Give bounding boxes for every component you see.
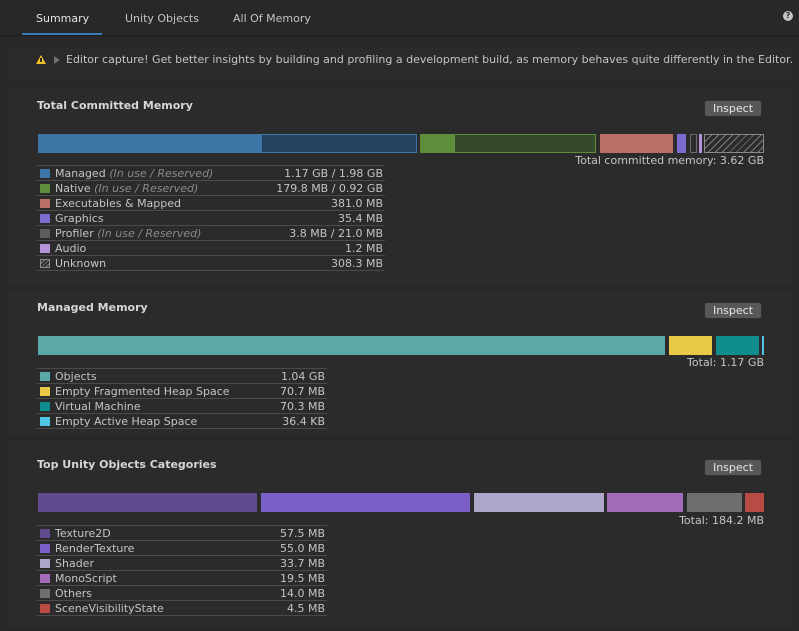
tab-bar: Summary Unity Objects All Of Memory ? [0,0,799,36]
tab-all-of-memory[interactable]: All Of Memory [233,12,311,25]
color-swatch [40,199,50,208]
unknown-bar[interactable] [704,134,764,153]
total-committed-memory-section: Total Committed Memory Inspect Total com… [9,89,791,285]
legend-row-graphics[interactable]: Graphics 35.4 MB [37,211,385,226]
color-swatch [40,169,50,178]
color-swatch [40,417,50,426]
managed-memory-section: Managed Memory Inspect Total: 1.17 GB Ob… [9,291,791,434]
virtual-machine-bar[interactable] [716,336,759,355]
legend-row-unknown[interactable]: Unknown 308.3 MB [37,256,385,271]
color-swatch [40,604,50,613]
color-swatch [40,574,50,583]
audio-bar[interactable] [699,134,702,153]
color-swatch [40,372,50,381]
top-unity-objects-section: Top Unity Objects Categories Inspect Tot… [9,440,791,626]
color-swatch [40,544,50,553]
color-swatch [40,214,50,223]
legend-row-native[interactable]: Native (In use / Reserved) 179.8 MB / 0.… [37,181,385,196]
legend-row-executables[interactable]: Executables & Mapped 381.0 MB [37,196,385,211]
legend-row-rendertexture[interactable]: RenderTexture 55.0 MB [37,541,327,556]
color-swatch [40,387,50,396]
expand-arrow-icon[interactable] [54,56,60,64]
monoscript-bar[interactable] [607,493,683,512]
native-in-use-bar[interactable] [421,135,455,152]
color-swatch [40,402,50,411]
unknown-swatch-icon [40,259,50,268]
native-reserved-bar[interactable] [420,134,596,153]
section-title: Total Committed Memory [37,99,193,112]
others-bar[interactable] [687,493,742,512]
tab-unity-objects[interactable]: Unity Objects [125,12,199,25]
managed-total-label: Total: 1.17 GB [687,356,764,369]
active-tab-indicator [22,33,102,35]
tab-summary[interactable]: Summary [36,12,90,25]
managed-memory-legend: Objects 1.04 GB Empty Fragmented Heap Sp… [37,368,327,429]
legend-row-managed[interactable]: Managed (In use / Reserved) 1.17 GB / 1.… [37,166,385,181]
legend-row-texture2d[interactable]: Texture2D 57.5 MB [37,526,327,541]
shader-bar[interactable] [474,493,604,512]
legend-row-others[interactable]: Others 14.0 MB [37,586,327,601]
total-committed-label: Total committed memory: 3.62 GB [575,154,764,167]
legend-row-virtual-machine[interactable]: Virtual Machine 70.3 MB [37,399,327,414]
section-title: Top Unity Objects Categories [37,458,217,471]
texture2d-bar[interactable] [38,493,257,512]
unity-objects-total-label: Total: 184.2 MB [679,514,764,527]
legend-row-profiler[interactable]: Profiler (In use / Reserved) 3.8 MB / 21… [37,226,385,241]
color-swatch [40,529,50,538]
editor-capture-notice: Editor capture! Get better insights by b… [9,42,794,80]
legend-row-empty-active-heap[interactable]: Empty Active Heap Space 36.4 KB [37,414,327,429]
legend-row-empty-fragmented-heap[interactable]: Empty Fragmented Heap Space 70.7 MB [37,384,327,399]
inspect-button[interactable]: Inspect [704,100,762,117]
section-title: Managed Memory [37,301,148,314]
empty-active-heap-bar[interactable] [762,336,764,355]
color-swatch [40,184,50,193]
help-icon[interactable]: ? [783,11,793,21]
legend-row-shader[interactable]: Shader 33.7 MB [37,556,327,571]
profiler-bar[interactable] [690,134,697,153]
color-swatch [40,589,50,598]
legend-row-monoscript[interactable]: MonoScript 19.5 MB [37,571,327,586]
inspect-button[interactable]: Inspect [704,302,762,319]
legend-row-objects[interactable]: Objects 1.04 GB [37,369,327,384]
legend-row-scenevisibilitystate[interactable]: SceneVisibilityState 4.5 MB [37,601,327,616]
empty-fragmented-heap-bar[interactable] [669,336,712,355]
total-committed-legend: Managed (In use / Reserved) 1.17 GB / 1.… [37,165,385,271]
rendertexture-bar[interactable] [261,493,470,512]
executables-bar[interactable] [600,134,673,153]
color-swatch [40,229,50,238]
legend-row-audio[interactable]: Audio 1.2 MB [37,241,385,256]
notice-text: Editor capture! Get better insights by b… [66,53,794,66]
objects-bar[interactable] [38,336,665,355]
color-swatch [40,244,50,253]
graphics-bar[interactable] [677,134,686,153]
unity-objects-legend: Texture2D 57.5 MB RenderTexture 55.0 MB … [37,525,327,616]
managed-in-use-bar[interactable] [39,135,262,152]
color-swatch [40,559,50,568]
scenevisibilitystate-bar[interactable] [745,493,764,512]
inspect-button[interactable]: Inspect [704,459,762,476]
